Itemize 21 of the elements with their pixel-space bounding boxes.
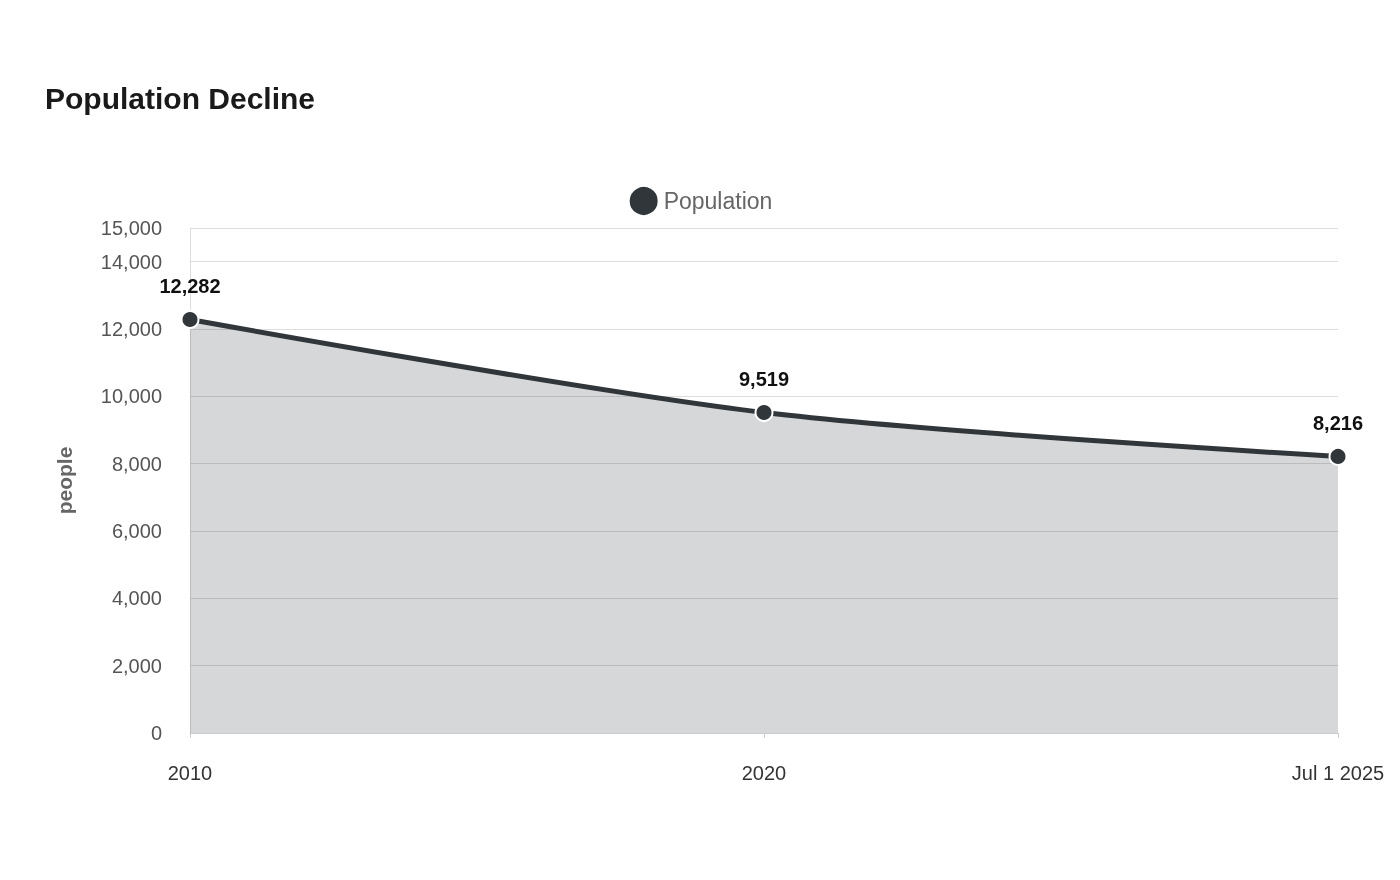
data-label: 12,282 (159, 275, 221, 298)
point (180, 310, 200, 329)
x-tick-label: Jul 1 2025 (1291, 762, 1385, 784)
y-tick-label: 8,000 (111, 452, 162, 475)
x-tick-label: 2020 (741, 762, 787, 784)
data-label: 9,519 (738, 368, 790, 391)
y-tick-label: 10,000 (100, 385, 162, 408)
y-axis-title: people (53, 446, 76, 515)
y-tick-label: 0 (150, 722, 162, 744)
y-tick-label: 15,000 (100, 217, 162, 239)
y-tick-label: 2,000 (111, 654, 162, 677)
y-tick-label: 6,000 (111, 520, 162, 542)
point (754, 403, 774, 423)
legend-label: Population (663, 188, 773, 214)
chart-title: Population Decline (45, 81, 316, 115)
data-label: 8,216 (1312, 411, 1364, 434)
x-tick-label: 2010 (167, 762, 213, 784)
y-tick-label: 14,000 (100, 250, 162, 273)
y-tick-label: 12,000 (100, 318, 162, 340)
y-tick-label: 4,000 (111, 587, 162, 610)
point (1328, 446, 1348, 466)
